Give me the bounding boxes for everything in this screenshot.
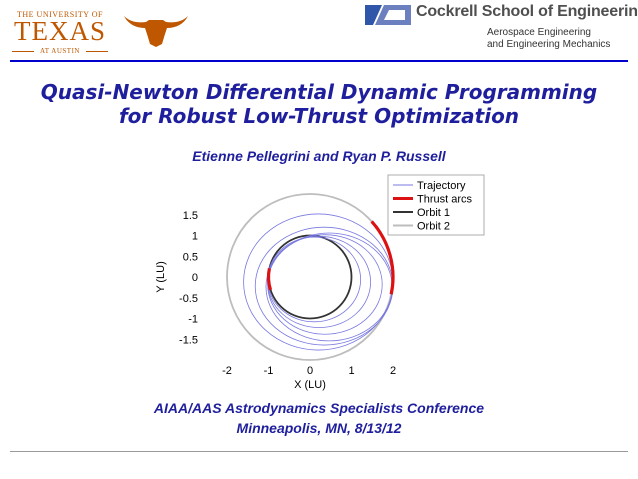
ut-logo-rule-right <box>86 51 108 52</box>
legend-label: Trajectory <box>417 180 466 192</box>
y-tick-label: -1.5 <box>179 334 198 346</box>
y-tick-label: 0 <box>192 272 198 284</box>
thrust-arc-outer <box>370 220 395 295</box>
legend-label: Orbit 2 <box>417 221 450 233</box>
legend-label: Orbit 1 <box>417 207 450 219</box>
ut-logo-rule-left <box>12 51 34 52</box>
conference-venue: Minneapolis, MN, 8/13/12 <box>236 420 402 436</box>
department-line-1: Aerospace Engineering <box>487 27 591 38</box>
x-tick-label: 0 <box>307 365 313 377</box>
title-line-1: Quasi-Newton Differential Dynamic Progra… <box>40 80 598 104</box>
x-tick-label: -1 <box>264 365 274 377</box>
cockrell-logo-mark <box>365 5 411 25</box>
orbit-1-circle <box>267 234 353 320</box>
y-tick-label: 0.5 <box>183 251 198 263</box>
department-line-2: and Engineering Mechanics <box>487 39 611 50</box>
authors: Etienne Pellegrini and Ryan P. Russell <box>192 148 446 164</box>
y-tick-label: 1 <box>192 231 198 243</box>
trajectory-loop-3 <box>267 234 383 335</box>
tick-labels-layer: 1.5 1 0.5 0 -0.5 -1 -1.5 -2 -1 0 1 2 <box>179 210 396 377</box>
trajectory-loop-1 <box>267 236 362 323</box>
trajectory-plot: 1.510.50-0.5-1-1.5-2 -1 0 1 2 X (LU) Y (LU) … <box>155 174 485 391</box>
x-axis-label: X (LU) <box>294 379 326 391</box>
header-divider <box>10 60 628 62</box>
ut-logo-main-text: TEXAS <box>14 16 106 46</box>
x-tick-label: -2 <box>222 365 232 377</box>
x-tick-label: 2 <box>390 365 396 377</box>
school-name: Cockrell School of Engineering <box>416 3 638 20</box>
y-tick-label: 1.5 <box>183 210 198 222</box>
ut-logo-bottom-text: AT AUSTIN <box>40 47 80 55</box>
footer-divider <box>10 451 628 452</box>
y-tick-label: -0.5 <box>179 293 198 305</box>
ut-austin-logo: THE UNIVERSITY OF TEXAS AT AUSTIN <box>10 10 110 55</box>
orbits-layer <box>226 193 394 361</box>
thrust-arc-inner <box>266 268 273 291</box>
legend-label: Thrust arcs <box>417 194 473 206</box>
trajectory-layer <box>243 213 394 351</box>
y-tick-label: -1 <box>188 314 198 326</box>
ut-logo-top-text: THE UNIVERSITY OF <box>17 10 103 19</box>
x-tick-label: 1 <box>348 365 354 377</box>
y-axis-label: Y (LU) <box>155 261 167 293</box>
title-line-2: for Robust Low-Thrust Optimization <box>118 104 520 128</box>
orbit-2-circle <box>226 193 394 361</box>
conference-name: AIAA/AAS Astrodynamics Specialists Confe… <box>153 400 485 416</box>
longhorn-icon <box>124 16 188 47</box>
thrust-arcs-layer <box>266 220 395 295</box>
